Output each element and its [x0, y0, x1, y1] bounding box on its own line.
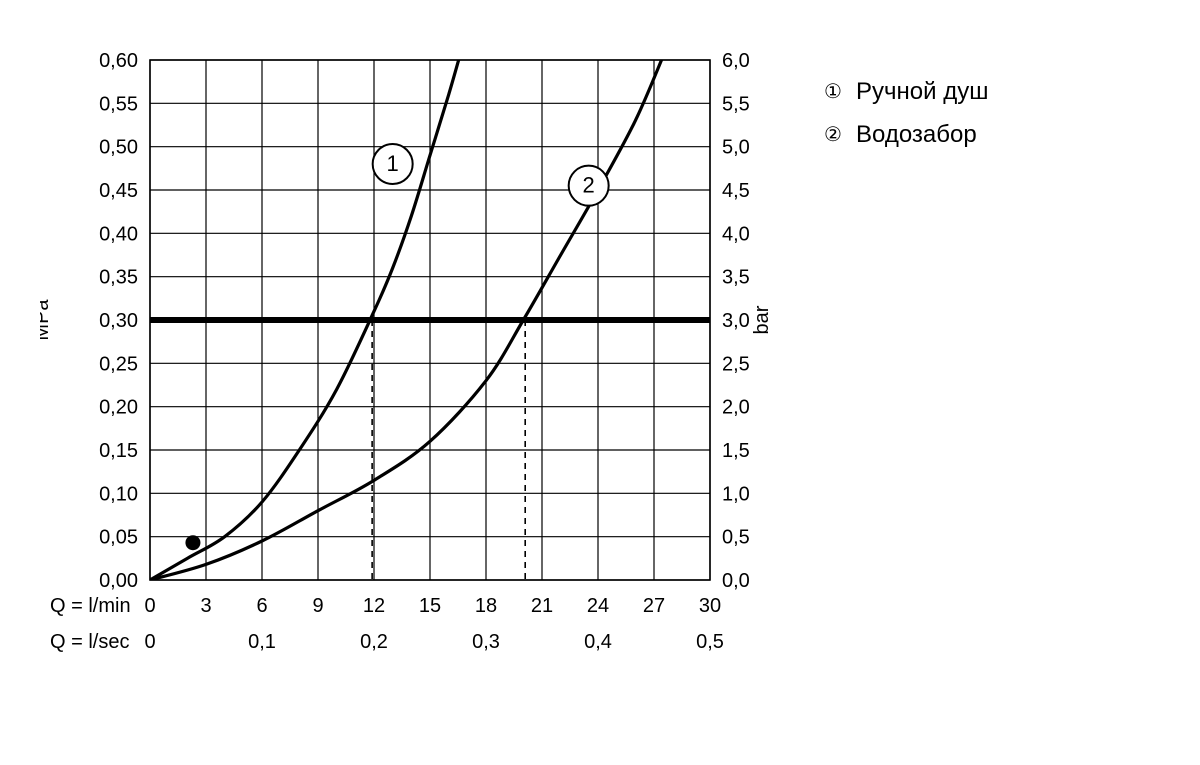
legend-badge-2: ② [820, 122, 846, 148]
y-left-tick: 0,40 [99, 223, 138, 245]
x-row2-tick: 0 [144, 631, 155, 653]
x-row2-tick: 0,5 [696, 631, 724, 653]
y-left-label: MPa [40, 299, 53, 341]
legend-item-1: ① Ручной душ [820, 70, 988, 113]
flow-pressure-chart: 0,000,050,100,150,200,250,300,350,400,45… [40, 40, 780, 705]
x-row1-tick: 27 [643, 595, 665, 617]
y-left-tick: 0,55 [99, 93, 138, 115]
y-right-tick: 0,5 [722, 527, 750, 549]
y-right-tick: 3,5 [722, 267, 750, 289]
y-left-tick: 0,50 [99, 137, 138, 159]
y-right-tick: 2,5 [722, 353, 750, 375]
chart-svg: 0,000,050,100,150,200,250,300,350,400,45… [40, 40, 780, 700]
y-right-tick: 6,0 [722, 50, 750, 72]
x-row1-tick: 18 [475, 595, 497, 617]
y-right-label: bar [751, 305, 773, 334]
y-left-tick: 0,05 [99, 527, 138, 549]
x-row1-tick: 15 [419, 595, 441, 617]
y-left-tick: 0,45 [99, 180, 138, 202]
x-row1-tick: 9 [312, 595, 323, 617]
legend-item-2: ② Водозабор [820, 113, 988, 156]
origin-marker [185, 535, 200, 550]
y-right-tick: 5,5 [722, 93, 750, 115]
y-left-tick: 0,00 [99, 570, 138, 592]
y-left-tick: 0,60 [99, 50, 138, 72]
y-left-tick: 0,35 [99, 267, 138, 289]
series-badge-num: 2 [583, 173, 595, 198]
x-row1-tick: 30 [699, 595, 721, 617]
y-right-tick: 1,5 [722, 440, 750, 462]
y-left-tick: 0,20 [99, 397, 138, 419]
x-row2-label: Q = l/sec [50, 631, 129, 653]
x-row2-tick: 0,3 [472, 631, 500, 653]
y-right-tick: 4,5 [722, 180, 750, 202]
legend: ① Ручной душ ② Водозабор [820, 70, 988, 156]
x-row1-tick: 6 [256, 595, 267, 617]
x-row2-tick: 0,4 [584, 631, 612, 653]
y-right-tick: 2,0 [722, 397, 750, 419]
series-badge-num: 1 [387, 151, 399, 176]
y-left-tick: 0,25 [99, 353, 138, 375]
x-row1-tick: 3 [200, 595, 211, 617]
legend-badge-1: ① [820, 79, 846, 105]
y-right-tick: 5,0 [722, 137, 750, 159]
x-row1-tick: 24 [587, 595, 609, 617]
legend-label-2: Водозабор [856, 113, 977, 156]
y-right-tick: 3,0 [722, 310, 750, 332]
y-right-tick: 1,0 [722, 483, 750, 505]
x-row1-tick: 0 [144, 595, 155, 617]
x-row2-tick: 0,2 [360, 631, 388, 653]
x-row2-tick: 0,1 [248, 631, 276, 653]
legend-label-1: Ручной душ [856, 70, 988, 113]
x-row1-tick: 12 [363, 595, 385, 617]
x-row1-tick: 21 [531, 595, 553, 617]
page: 0,000,050,100,150,200,250,300,350,400,45… [0, 0, 1200, 765]
y-right-tick: 4,0 [722, 223, 750, 245]
y-left-tick: 0,30 [99, 310, 138, 332]
x-row1-label: Q = l/min [50, 595, 131, 617]
y-left-tick: 0,10 [99, 483, 138, 505]
y-left-tick: 0,15 [99, 440, 138, 462]
y-right-tick: 0,0 [722, 570, 750, 592]
